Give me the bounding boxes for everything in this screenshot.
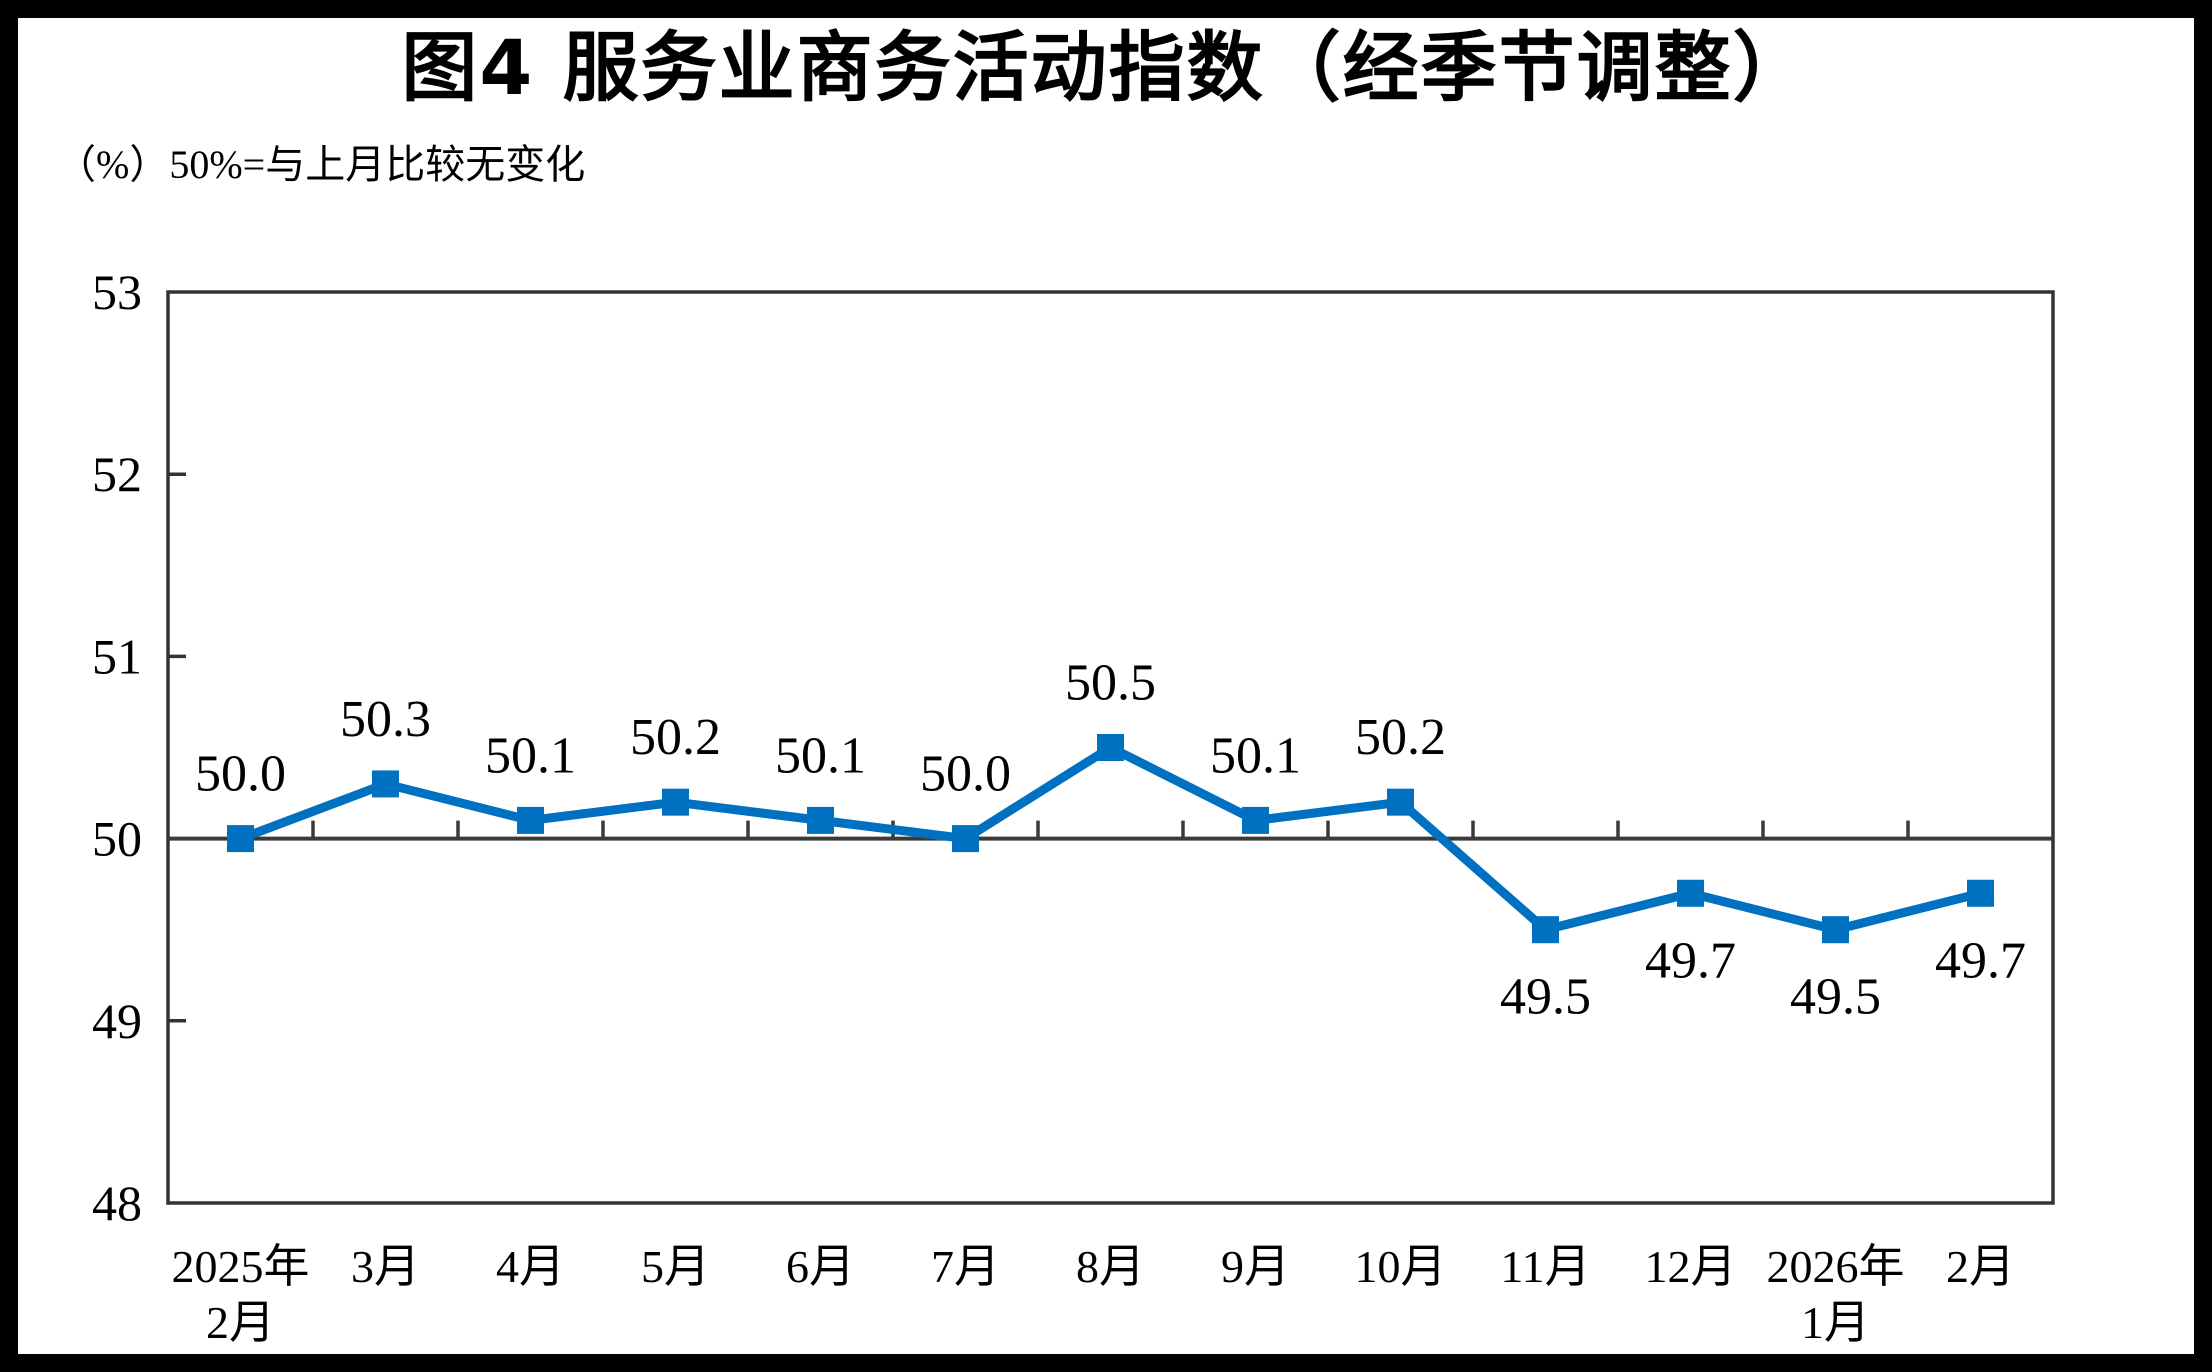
data-point-label: 50.1 xyxy=(1210,727,1301,784)
data-point-label: 50.0 xyxy=(920,746,1011,803)
data-point-marker xyxy=(1532,916,1559,944)
x-category-label: 2月 xyxy=(1946,1241,2015,1292)
data-point-label: 50.2 xyxy=(1355,709,1446,766)
data-point-marker xyxy=(1822,916,1849,944)
data-point-label: 49.7 xyxy=(1935,932,2026,989)
data-point-marker xyxy=(1677,879,1704,907)
plot-border xyxy=(166,290,2055,1205)
data-point-marker xyxy=(662,788,689,816)
data-point-marker xyxy=(1242,806,1269,834)
x-category-label: 2026年 xyxy=(1767,1241,1905,1292)
y-tick-label: 53 xyxy=(92,264,142,320)
data-point-marker xyxy=(952,825,979,853)
y-tick-label: 51 xyxy=(92,628,142,684)
x-category-label: 10月 xyxy=(1355,1241,1447,1292)
data-point-label: 50.5 xyxy=(1065,655,1156,712)
x-category-label: 8月 xyxy=(1076,1241,1145,1292)
data-point-label: 49.5 xyxy=(1790,969,1881,1026)
data-point-marker xyxy=(1387,788,1414,816)
x-category-label: 2025年 xyxy=(172,1241,310,1292)
axis-unit-note: （%）50%=与上月比较无变化 xyxy=(56,142,586,187)
y-tick-label: 49 xyxy=(92,993,142,1049)
data-point-marker xyxy=(807,806,834,834)
data-point-label: 50.0 xyxy=(195,746,286,803)
data-point-marker xyxy=(517,806,544,834)
chart-title: 图4 服务业商务活动指数（经季节调整） xyxy=(401,23,1811,112)
x-category-label: 9月 xyxy=(1221,1241,1290,1292)
y-tick-label: 48 xyxy=(92,1175,142,1231)
x-category-label: 2月 xyxy=(206,1297,275,1348)
x-category-label: 7月 xyxy=(931,1241,1000,1292)
data-point-marker xyxy=(1967,879,1994,907)
y-tick-label: 52 xyxy=(92,446,142,502)
x-category-label: 5月 xyxy=(641,1241,710,1292)
x-category-label: 4月 xyxy=(496,1241,565,1292)
data-point-label: 50.2 xyxy=(630,709,721,766)
x-category-label: 11月 xyxy=(1500,1241,1590,1292)
x-category-label: 3月 xyxy=(351,1241,420,1292)
data-point-marker xyxy=(372,770,399,798)
y-tick-label: 50 xyxy=(92,811,142,867)
x-category-label: 1月 xyxy=(1801,1297,1870,1348)
x-category-label: 6月 xyxy=(786,1241,855,1292)
data-point-label: 49.5 xyxy=(1500,969,1591,1026)
data-point-label: 50.1 xyxy=(775,727,866,784)
data-point-marker xyxy=(227,825,254,853)
data-point-marker xyxy=(1097,734,1124,761)
data-point-label: 50.1 xyxy=(485,727,576,784)
x-category-label: 12月 xyxy=(1645,1241,1737,1292)
data-point-label: 49.7 xyxy=(1645,932,1736,989)
data-point-label: 50.3 xyxy=(340,691,431,748)
